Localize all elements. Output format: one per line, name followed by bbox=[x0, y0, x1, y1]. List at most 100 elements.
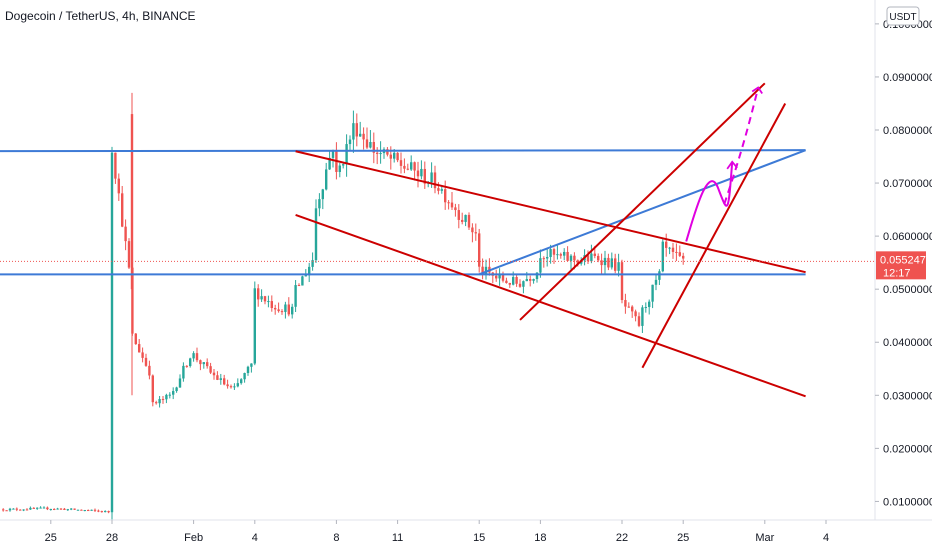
candle-body bbox=[121, 193, 124, 227]
candle-body bbox=[226, 384, 229, 387]
candle-body bbox=[559, 254, 562, 256]
red-trendline[interactable] bbox=[295, 213, 806, 398]
time-tick-label: 28 bbox=[106, 532, 118, 544]
candle-body bbox=[454, 207, 457, 211]
candle-body bbox=[386, 149, 389, 155]
candle-body bbox=[134, 333, 137, 345]
blue-trendline[interactable] bbox=[478, 149, 806, 276]
candle-body bbox=[566, 251, 569, 261]
candle-body bbox=[236, 383, 239, 387]
candle-body bbox=[130, 114, 134, 290]
time-tick-label: 4 bbox=[823, 532, 829, 544]
candle-body bbox=[597, 255, 600, 261]
candle-body bbox=[80, 509, 83, 511]
candle-body bbox=[29, 507, 32, 510]
candle-body bbox=[161, 399, 165, 401]
red-trendline[interactable] bbox=[519, 82, 766, 321]
candle-body bbox=[474, 232, 477, 234]
candle-body bbox=[59, 508, 63, 510]
candle-body bbox=[141, 352, 144, 358]
projection-path bbox=[685, 161, 734, 242]
candle-body bbox=[287, 304, 290, 315]
blue-trendline[interactable] bbox=[0, 149, 806, 153]
candle-body bbox=[76, 509, 80, 511]
candle-body bbox=[546, 257, 549, 259]
candle-body bbox=[90, 509, 93, 511]
last-price-value: 0.0552477 bbox=[880, 254, 932, 266]
price-tick-label: 0.0400000 bbox=[883, 337, 932, 349]
candle-body bbox=[607, 257, 610, 268]
candle-body bbox=[229, 386, 233, 388]
candle-body bbox=[539, 258, 542, 273]
projection-arrows bbox=[685, 86, 763, 242]
price-tick-label: 0.0100000 bbox=[883, 496, 932, 508]
candle-body bbox=[515, 277, 518, 284]
candle-body bbox=[522, 281, 525, 287]
candle-body bbox=[416, 170, 420, 177]
candle-body bbox=[97, 510, 100, 512]
candle-body bbox=[66, 509, 69, 511]
candle-body bbox=[481, 266, 484, 274]
price-axis[interactable]: 0.10000000.09000000.08000000.07000000.06… bbox=[875, 19, 932, 509]
candle-body bbox=[314, 208, 318, 261]
candle-body bbox=[243, 373, 246, 380]
price-tick-label: 0.0500000 bbox=[883, 284, 932, 296]
candle-body bbox=[42, 507, 46, 509]
price-tick-label: 0.0600000 bbox=[883, 231, 932, 243]
candle-body bbox=[529, 279, 532, 281]
candle-body bbox=[668, 247, 671, 249]
candle-body bbox=[410, 162, 413, 170]
candle-body bbox=[294, 285, 297, 307]
candle-body bbox=[22, 509, 25, 511]
candle-body bbox=[331, 150, 335, 158]
candle-body bbox=[389, 154, 392, 159]
candle-body bbox=[661, 241, 664, 272]
candle-body bbox=[114, 152, 117, 179]
candle-body bbox=[365, 139, 369, 148]
red-trendline[interactable] bbox=[641, 102, 787, 369]
candle-body bbox=[46, 507, 49, 510]
candle-body bbox=[223, 378, 226, 385]
candle-body bbox=[576, 260, 579, 264]
candle-body bbox=[682, 255, 685, 259]
candle-body bbox=[641, 307, 644, 326]
candle-body bbox=[192, 353, 195, 359]
candle-body bbox=[172, 391, 175, 395]
candle-body bbox=[2, 509, 5, 511]
candle-body bbox=[423, 168, 426, 184]
candle-body bbox=[195, 353, 199, 361]
candle-body bbox=[501, 274, 505, 281]
candle-body bbox=[549, 249, 552, 258]
candle-body bbox=[508, 283, 511, 285]
time-tick-label: Feb bbox=[184, 532, 203, 544]
time-axis[interactable]: 25 28 Feb 4 8 11 15 18 22 25 Mar 4 bbox=[45, 520, 829, 544]
candle-body bbox=[32, 507, 35, 509]
candle-body bbox=[189, 358, 192, 367]
candle-body bbox=[654, 279, 658, 285]
candle-body bbox=[478, 233, 481, 267]
candles-layer bbox=[2, 92, 685, 522]
candle-body bbox=[338, 165, 341, 172]
price-tick-label: 0.0300000 bbox=[883, 390, 932, 402]
candle-body bbox=[206, 362, 209, 367]
candle-body bbox=[600, 260, 603, 266]
currency-badge[interactable] bbox=[886, 6, 920, 26]
last-price-background bbox=[876, 251, 926, 280]
drawings-layer bbox=[0, 82, 806, 398]
candle-body bbox=[8, 508, 12, 511]
red-trendline[interactable] bbox=[295, 150, 806, 274]
candle-body bbox=[586, 255, 590, 262]
price-tick-label: 0.0700000 bbox=[883, 178, 932, 190]
candle-body bbox=[498, 274, 501, 279]
candle-body bbox=[19, 509, 22, 511]
candle-body bbox=[301, 276, 304, 286]
candle-body bbox=[158, 399, 161, 404]
candle-body bbox=[202, 362, 205, 365]
candle-body bbox=[138, 344, 141, 353]
candle-body bbox=[573, 255, 576, 261]
candle-body bbox=[274, 308, 277, 310]
candle-body bbox=[644, 307, 647, 309]
projection-path-dashed bbox=[723, 87, 760, 205]
